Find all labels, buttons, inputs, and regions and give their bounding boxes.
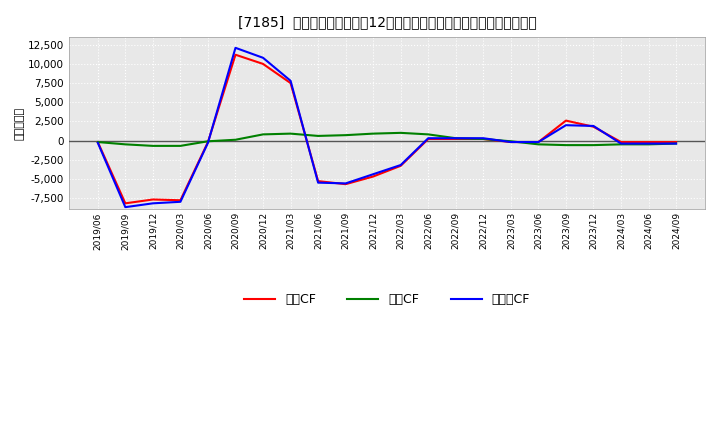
投資CF (204, 139, 212, 144)
フリーCF (562, 123, 570, 128)
営業CF (314, 179, 323, 184)
投資CF (121, 142, 130, 147)
営業CF (121, 201, 130, 206)
営業CF (424, 136, 433, 142)
投資CF (148, 143, 157, 149)
フリーCF (589, 123, 598, 128)
投資CF (479, 136, 487, 142)
営業CF (589, 124, 598, 129)
投資CF (644, 142, 653, 147)
フリーCF (121, 205, 130, 210)
営業CF (341, 182, 350, 187)
Legend: 営業CF, 投資CF, フリーCF: 営業CF, 投資CF, フリーCF (239, 288, 535, 311)
投資CF (94, 139, 102, 145)
営業CF (451, 136, 460, 142)
営業CF (672, 139, 680, 145)
営業CF (479, 136, 487, 142)
Line: 投資CF: 投資CF (98, 133, 676, 146)
フリーCF (369, 172, 377, 177)
投資CF (507, 139, 516, 144)
営業CF (204, 139, 212, 145)
フリーCF (672, 141, 680, 146)
営業CF (258, 61, 267, 66)
フリーCF (479, 136, 487, 141)
フリーCF (231, 45, 240, 51)
フリーCF (397, 162, 405, 168)
投資CF (314, 133, 323, 139)
Line: 営業CF: 営業CF (98, 55, 676, 203)
フリーCF (451, 136, 460, 141)
フリーCF (534, 139, 543, 145)
投資CF (231, 137, 240, 143)
営業CF (507, 139, 516, 145)
営業CF (231, 52, 240, 57)
フリーCF (424, 136, 433, 141)
営業CF (534, 139, 543, 145)
営業CF (369, 174, 377, 179)
投資CF (369, 131, 377, 136)
営業CF (397, 163, 405, 169)
フリーCF (258, 55, 267, 60)
投資CF (589, 143, 598, 148)
フリーCF (314, 180, 323, 185)
フリーCF (617, 141, 626, 146)
営業CF (562, 118, 570, 123)
投資CF (424, 132, 433, 137)
フリーCF (341, 181, 350, 186)
フリーCF (507, 139, 516, 145)
投資CF (562, 143, 570, 148)
Y-axis label: （百万円）: （百万円） (15, 107, 25, 140)
フリーCF (94, 140, 102, 146)
投資CF (176, 143, 185, 149)
Title: [7185]  キャッシュフローの12か月移動合計の対前年同期増減額の推移: [7185] キャッシュフローの12か月移動合計の対前年同期増減額の推移 (238, 15, 536, 29)
フリーCF (176, 199, 185, 205)
営業CF (176, 198, 185, 203)
フリーCF (204, 140, 212, 146)
投資CF (534, 142, 543, 147)
営業CF (617, 139, 626, 145)
投資CF (672, 141, 680, 146)
営業CF (148, 197, 157, 202)
投資CF (341, 132, 350, 138)
営業CF (94, 139, 102, 145)
投資CF (287, 131, 295, 136)
投資CF (451, 136, 460, 141)
フリーCF (148, 201, 157, 206)
営業CF (287, 81, 295, 86)
投資CF (617, 142, 626, 147)
投資CF (397, 130, 405, 136)
Line: フリーCF: フリーCF (98, 48, 676, 207)
フリーCF (287, 78, 295, 84)
フリーCF (644, 141, 653, 146)
投資CF (258, 132, 267, 137)
営業CF (644, 139, 653, 145)
